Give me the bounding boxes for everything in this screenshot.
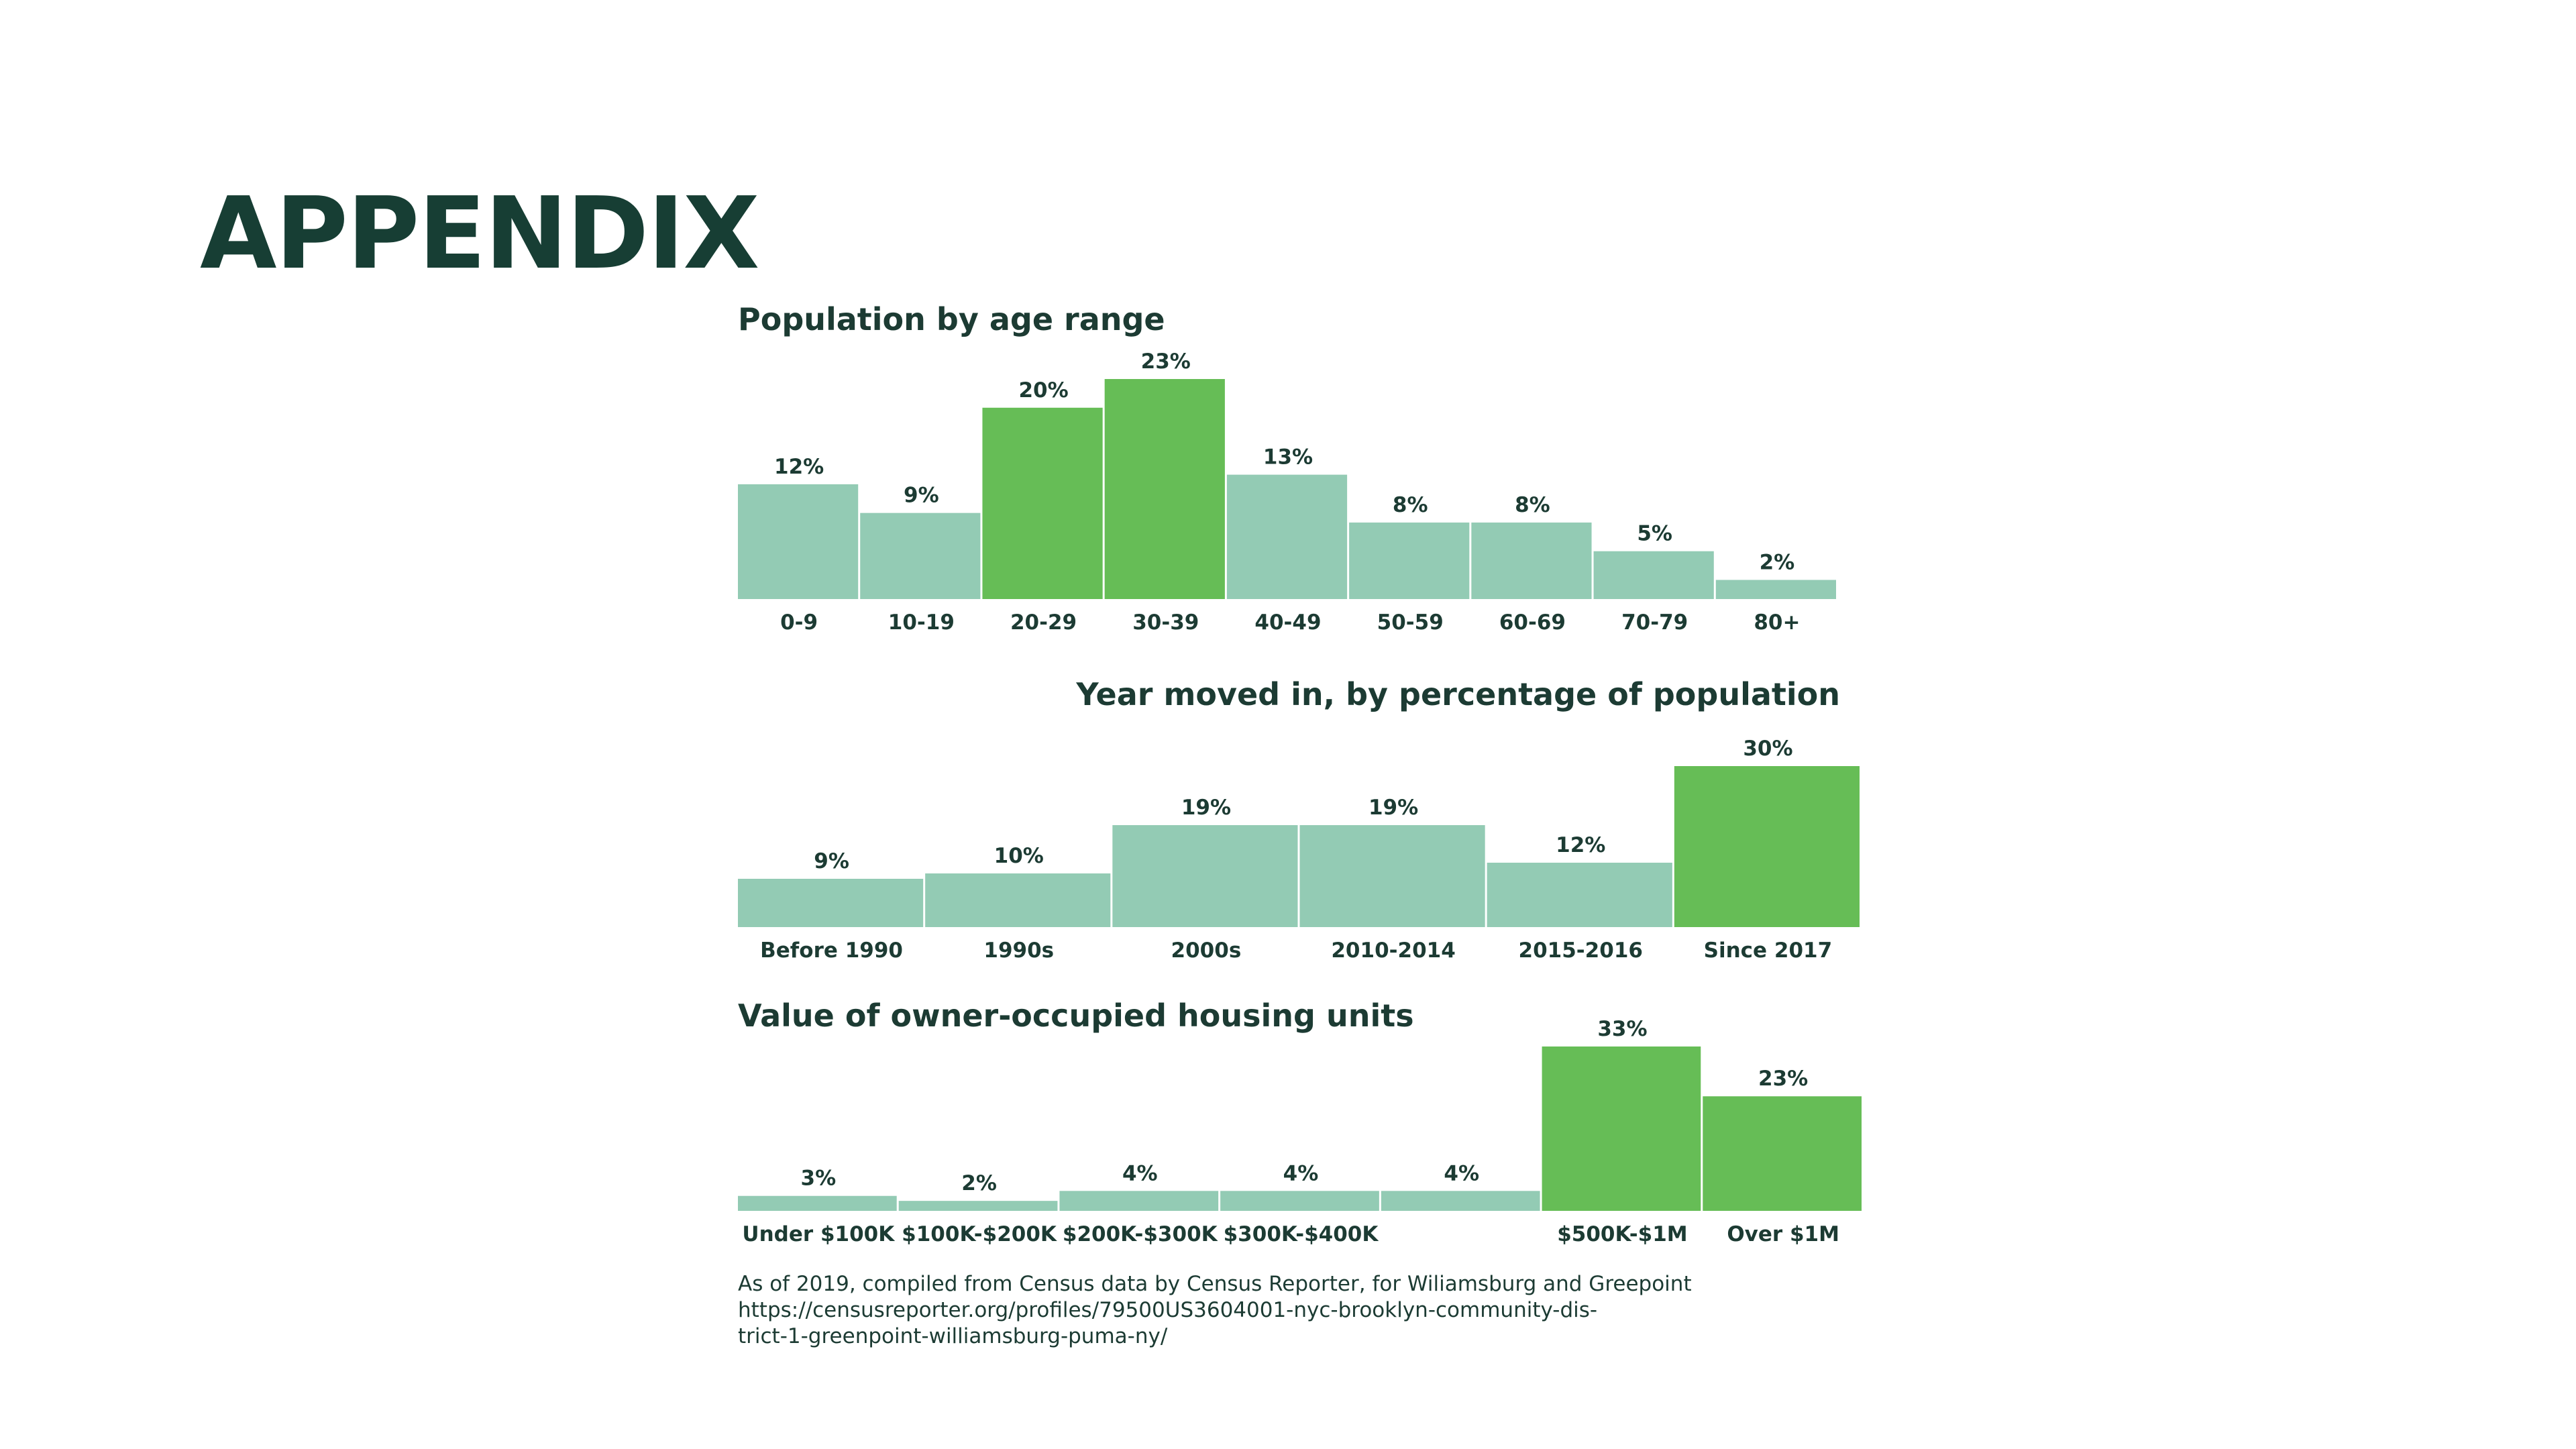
data-label: 9% xyxy=(904,484,939,508)
footnote-url-line: trict-1-greenpoint-williamsburg-puma-ny/ xyxy=(738,1324,1168,1348)
data-label: 19% xyxy=(1368,796,1418,820)
category-label: Under $100K xyxy=(742,1222,895,1246)
category-label: $100K-$200K xyxy=(902,1222,1057,1246)
category-label: 80+ xyxy=(1754,610,1800,635)
data-label: 8% xyxy=(1515,493,1550,517)
category-label: 20-29 xyxy=(1010,610,1077,635)
page-title: APPENDIX xyxy=(200,176,759,291)
chart-title: Year moved in, by percentage of populati… xyxy=(1076,676,1840,712)
chart-title: Population by age range xyxy=(738,301,1165,337)
category-label: 60-69 xyxy=(1499,610,1566,635)
bar xyxy=(1703,1096,1862,1211)
category-label: Before 1990 xyxy=(760,938,903,963)
bar xyxy=(1715,580,1836,599)
category-label: 2010-2014 xyxy=(1331,938,1455,963)
data-label: 8% xyxy=(1393,493,1428,517)
bar xyxy=(1471,522,1592,599)
bar xyxy=(738,879,924,927)
category-label: $200K-$300K xyxy=(1063,1222,1218,1246)
bar xyxy=(1104,379,1225,599)
category-label: Since 2017 xyxy=(1704,938,1833,963)
data-label: 2% xyxy=(1760,550,1795,574)
data-label: 12% xyxy=(1556,833,1605,857)
category-label: 1990s xyxy=(983,938,1054,963)
category-label: 50-59 xyxy=(1377,610,1444,635)
bar xyxy=(738,484,859,599)
chart-title: Value of owner-occupied housing units xyxy=(738,998,1414,1034)
category-label: 30-39 xyxy=(1132,610,1199,635)
data-label: 10% xyxy=(994,844,1044,868)
category-label: 0-9 xyxy=(780,610,818,635)
data-label: 9% xyxy=(814,849,849,873)
bar xyxy=(1674,766,1860,927)
bar xyxy=(738,1195,897,1211)
bar xyxy=(1226,474,1348,599)
bar xyxy=(1381,1191,1540,1211)
bar xyxy=(982,407,1103,599)
source-footnote: As of 2019, compiled from Census data by… xyxy=(738,1271,1945,1350)
footnote-url-line: https://censusreporter.org/profiles/7950… xyxy=(738,1298,1598,1322)
data-label: 5% xyxy=(1637,522,1672,546)
bar xyxy=(1059,1191,1219,1211)
category-label: 2000s xyxy=(1171,938,1242,963)
bar xyxy=(1593,551,1714,599)
bar xyxy=(1542,1046,1701,1211)
data-label: 12% xyxy=(774,455,824,479)
data-label: 4% xyxy=(1444,1161,1479,1185)
category-label: 70-79 xyxy=(1621,610,1688,635)
category-label: $300K-$400K xyxy=(1224,1222,1379,1246)
bar xyxy=(860,513,981,599)
category-label: 10-19 xyxy=(888,610,955,635)
data-label: 4% xyxy=(1283,1161,1319,1185)
category-label: 40-49 xyxy=(1254,610,1321,635)
category-label: Over $1M xyxy=(1727,1222,1839,1246)
data-label: 23% xyxy=(1141,350,1191,374)
data-label: 30% xyxy=(1743,737,1792,761)
data-label: 23% xyxy=(1758,1067,1808,1091)
data-label: 13% xyxy=(1263,445,1313,470)
footnote-source-line: As of 2019, compiled from Census data by… xyxy=(738,1272,1692,1296)
bar xyxy=(1220,1191,1379,1211)
data-label: 3% xyxy=(801,1167,837,1191)
data-label: 2% xyxy=(961,1171,997,1195)
data-label: 33% xyxy=(1597,1017,1647,1041)
bar xyxy=(1487,863,1672,927)
data-label: 20% xyxy=(1018,378,1068,402)
bar xyxy=(1349,522,1470,599)
bar xyxy=(898,1201,1058,1211)
category-label: $500K-$1M xyxy=(1557,1222,1687,1246)
bar xyxy=(1299,825,1485,927)
bar xyxy=(925,873,1111,927)
bar xyxy=(1112,825,1298,927)
category-label: 2015-2016 xyxy=(1519,938,1643,963)
data-label: 19% xyxy=(1181,796,1231,820)
data-label: 4% xyxy=(1122,1161,1158,1185)
